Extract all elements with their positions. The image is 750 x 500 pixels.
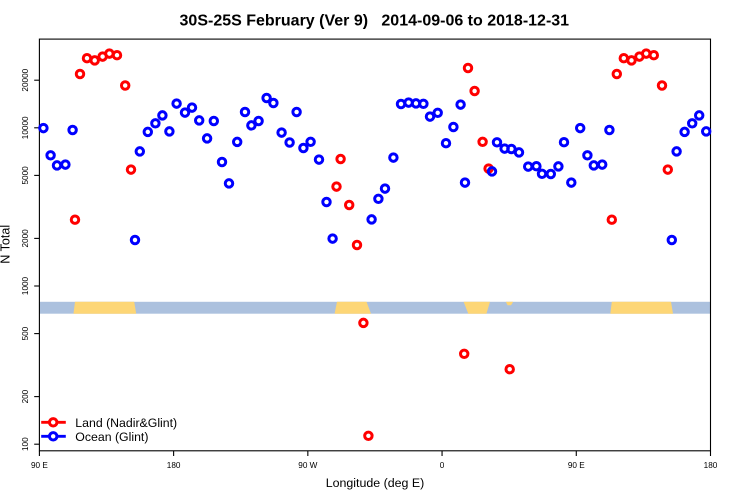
svg-text:90 W: 90 W [298,461,317,470]
svg-text:90 E: 90 E [31,461,48,470]
svg-text:Land (Nadir&Glint): Land (Nadir&Glint) [75,416,177,430]
svg-text:0: 0 [440,461,445,470]
svg-text:10000: 10000 [21,116,30,139]
svg-text:1000: 1000 [21,276,30,295]
svg-text:180: 180 [704,461,718,470]
svg-text:30S-25S February (Ver 9) 201: 30S-25S February (Ver 9) 2014-09-06 to 2… [180,13,570,30]
svg-text:90 E: 90 E [568,461,585,470]
svg-text:N Total: N Total [0,225,12,264]
svg-text:200: 200 [21,389,30,403]
svg-text:5000: 5000 [21,166,30,185]
svg-text:Longitude (deg E): Longitude (deg E) [326,476,425,490]
svg-text:20000: 20000 [21,68,30,91]
svg-text:2000: 2000 [21,229,30,248]
svg-text:Ocean (Glint): Ocean (Glint) [75,430,148,444]
svg-text:180: 180 [167,461,181,470]
svg-text:500: 500 [21,326,30,340]
svg-text:100: 100 [21,437,30,451]
